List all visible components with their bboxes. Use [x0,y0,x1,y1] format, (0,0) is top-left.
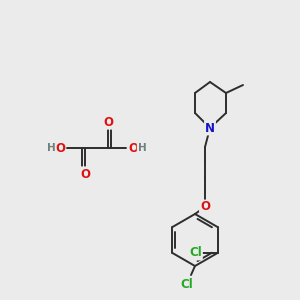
Text: O: O [55,142,65,154]
Text: Cl: Cl [189,247,202,260]
Text: H: H [138,143,146,153]
Text: H: H [46,143,56,153]
Text: O: O [80,167,90,181]
Text: N: N [205,122,215,134]
Text: O: O [200,200,210,214]
Text: O: O [103,116,113,128]
Text: O: O [128,142,138,154]
Text: Cl: Cl [181,278,194,290]
